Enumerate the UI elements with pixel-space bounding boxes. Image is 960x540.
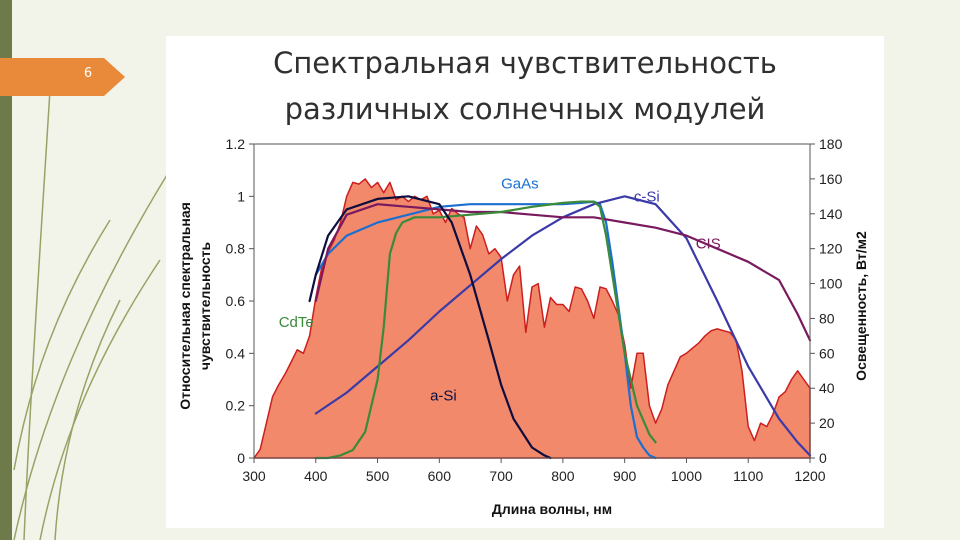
y-tick-label: 0.8 xyxy=(226,241,246,257)
x-tick-label: 1200 xyxy=(794,468,825,484)
x-tick-label: 1000 xyxy=(671,468,702,484)
page-number: 6 xyxy=(83,66,93,81)
x-tick-label: 1100 xyxy=(733,468,763,484)
series-label-a-si: a-Si xyxy=(430,387,457,404)
y2-tick-label: 100 xyxy=(819,276,843,292)
left-accent-strip xyxy=(0,0,12,540)
y-tick-label: 0.4 xyxy=(226,345,246,361)
series-line-a-si xyxy=(308,195,552,460)
y-tick-label: 1.2 xyxy=(226,136,246,152)
spectral-chart: 300 400 500 600 700 800 900 1000 1100 120000.20.4… xyxy=(177,136,869,517)
series-label-c-si: c-Si xyxy=(634,189,660,206)
series-line-cis xyxy=(314,203,812,342)
slide-card: Спектральная чувствительность различных … xyxy=(166,36,884,528)
x-tick-label: 500 xyxy=(366,468,390,484)
x-tick-label: 800 xyxy=(551,468,575,484)
x-tick-label: 700 xyxy=(489,468,513,484)
y2-tick-label: 160 xyxy=(819,171,843,187)
irradiance-area xyxy=(253,178,811,459)
decorative-lines xyxy=(13,89,171,540)
series-line-c-si xyxy=(314,195,812,457)
y-tick-label: 0 xyxy=(237,450,245,466)
x-tick-label: 900 xyxy=(613,468,637,484)
y2-tick-label: 120 xyxy=(819,241,843,257)
series-label-gaas: GaAs xyxy=(501,175,539,192)
x-axis-label: Длина волны, нм xyxy=(492,501,612,517)
y2-tick-label: 20 xyxy=(819,415,835,431)
y-tick-label: 0.2 xyxy=(226,398,246,414)
y2-tick-label: 180 xyxy=(819,136,843,152)
series-line-gaas xyxy=(314,200,657,460)
title-line-2: различных солнечных модулей xyxy=(284,92,766,126)
y2-tick-label: 60 xyxy=(819,345,835,361)
page-number-tab xyxy=(0,58,125,96)
y2-tick-label: 140 xyxy=(819,206,843,222)
series-label-cdte: CdTe xyxy=(279,314,314,331)
x-tick-label: 300 xyxy=(242,468,266,484)
y2-axis-label: Освещенность, Вт/м2 xyxy=(853,231,869,381)
y-axis-label-line-1: Относительная спектральная xyxy=(177,202,193,410)
slide-title: Спектральная чувствительность различных … xyxy=(166,40,884,132)
x-tick-label: 600 xyxy=(428,468,452,484)
y-tick-label: 0.6 xyxy=(226,293,246,309)
y-axis-label-line-2: чувствительность xyxy=(197,241,213,370)
y2-tick-label: 0 xyxy=(819,450,827,466)
y2-tick-label: 80 xyxy=(819,310,835,326)
y-tick-label: 1 xyxy=(237,188,245,204)
y2-tick-label: 40 xyxy=(819,380,835,396)
series-label-cis: CIS xyxy=(696,236,721,253)
title-line-1: Спектральная чувствительность xyxy=(273,46,777,80)
series-line-cdte xyxy=(314,200,657,460)
x-tick-label: 400 xyxy=(304,468,328,484)
